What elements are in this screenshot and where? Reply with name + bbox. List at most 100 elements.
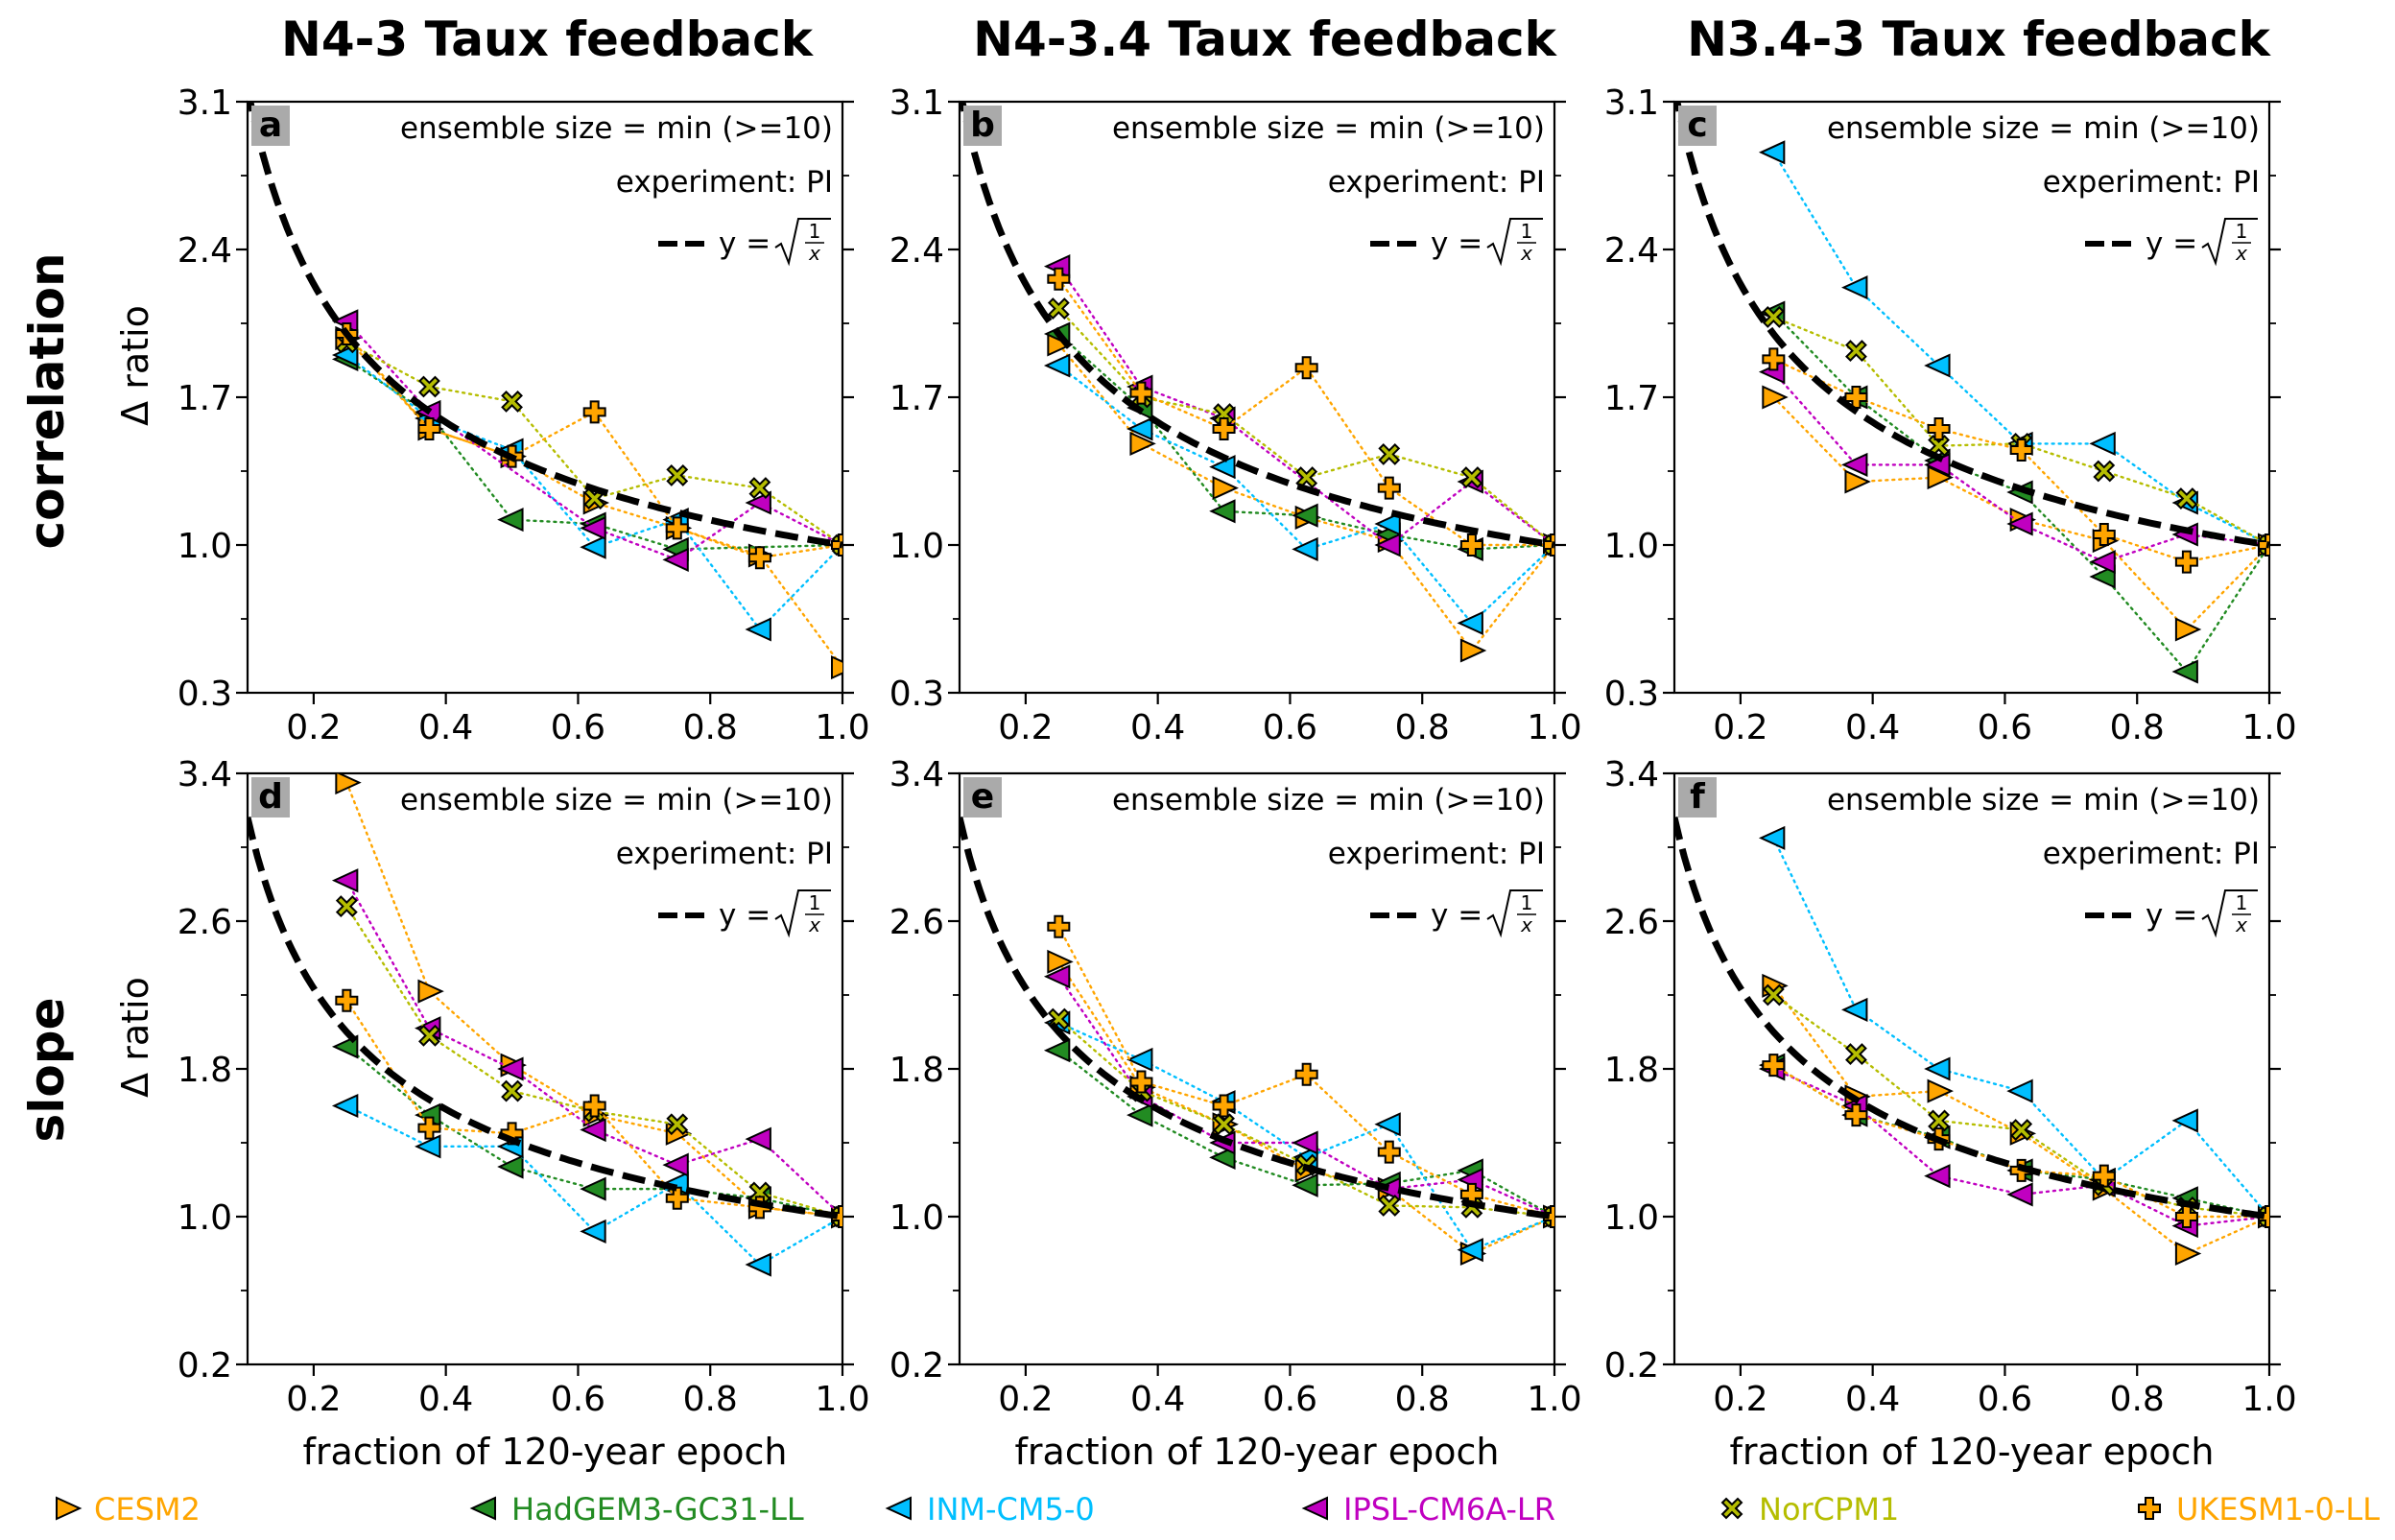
legend-item-inm-cm5-0: INM-CM5-0	[885, 1491, 1095, 1528]
data-point	[1378, 442, 1401, 465]
legend-item-ukesm1-0-ll: UKESM1-0-LL	[2138, 1491, 2380, 1528]
data-point	[415, 1134, 441, 1159]
y-tick-label: 1.7	[889, 379, 944, 418]
data-point	[1292, 1130, 1318, 1155]
y-tick-label: 3.1	[178, 83, 232, 123]
legend-marker-icon	[2138, 1497, 2161, 1520]
y-tick-label: 1.0	[1604, 527, 1659, 566]
data-point	[1758, 140, 1786, 165]
y-tick-label: 1.0	[1604, 1198, 1659, 1238]
data-point	[1292, 503, 1318, 528]
legend-label: HadGEM3-GC31-LL	[511, 1491, 804, 1528]
data-point	[418, 375, 440, 398]
data-point	[2171, 659, 2198, 684]
data-point	[1294, 356, 1318, 380]
annotation-ensemble: ensemble size = min (>=10)	[1112, 783, 1545, 817]
reference-legend-text: y =	[2146, 898, 2197, 933]
data-point	[2175, 487, 2198, 510]
x-tick-label: 0.8	[2110, 1380, 2165, 1419]
fraction-numerator: 1	[1521, 220, 1533, 243]
data-point	[1762, 1054, 1786, 1078]
data-point	[1374, 1112, 1401, 1137]
data-point	[417, 979, 444, 1004]
data-point	[1374, 533, 1401, 557]
plot-area	[960, 102, 1554, 663]
reference-curve	[1674, 102, 2269, 549]
reference-legend: y = 1x	[658, 218, 831, 267]
y-tick-label: 1.7	[178, 379, 232, 418]
data-point	[665, 1186, 689, 1210]
x-tick-label: 0.4	[1845, 1380, 1900, 1419]
data-point	[580, 1176, 606, 1201]
y-tick-label: 2.4	[1604, 231, 1659, 271]
column-title-1: N4-3 Taux feedback	[281, 12, 815, 67]
x-tick-label: 0.6	[1263, 708, 1317, 747]
data-point	[2089, 564, 2116, 589]
data-point	[331, 1093, 359, 1119]
x-tick-label: 0.4	[1130, 708, 1185, 747]
data-point	[1212, 1094, 1236, 1118]
x-tick-label: 0.8	[683, 1380, 738, 1419]
data-point	[1377, 1140, 1401, 1164]
data-point	[666, 1113, 689, 1136]
data-point	[745, 1126, 771, 1151]
legend-item-norcpm1: NorCPM1	[1720, 1491, 1899, 1528]
x-tick-label: 0.8	[2110, 708, 2165, 747]
data-point	[418, 1024, 440, 1047]
data-point	[1460, 466, 1483, 489]
fraction-denominator: x	[808, 242, 820, 265]
data-point	[2171, 1108, 2198, 1133]
x-tick-label: 0.2	[1713, 708, 1767, 747]
legend-label: CESM2	[94, 1491, 201, 1528]
legend-label: UKESM1-0-LL	[2176, 1491, 2380, 1528]
reference-legend: y = 1x	[2085, 218, 2258, 267]
x-tick-label: 1.0	[2241, 1380, 2296, 1419]
data-point	[1126, 1102, 1153, 1127]
data-point	[2010, 1119, 2033, 1141]
data-point	[1209, 455, 1236, 480]
legend-item-ipsl-cm6a-lr: IPSL-CM6A-LR	[1301, 1491, 1555, 1528]
fraction-numerator: 1	[2236, 220, 2248, 243]
data-point	[1762, 385, 1789, 410]
data-point	[1762, 983, 1785, 1007]
data-point	[582, 1094, 606, 1118]
data-point	[582, 400, 606, 424]
panel-label-box	[963, 106, 1002, 146]
data-point	[1928, 1109, 1950, 1132]
data-point	[1844, 386, 1868, 409]
data-point	[1043, 964, 1071, 989]
data-point	[747, 546, 771, 570]
data-point	[1845, 1043, 1867, 1066]
sqrt-symbol	[1486, 218, 1543, 267]
legend-label: INM-CM5-0	[927, 1491, 1095, 1528]
legend-item-hadgem3-gc31-ll: HadGEM3-GC31-LL	[469, 1491, 804, 1528]
legend-marker-icon	[56, 1496, 83, 1521]
data-point	[2174, 550, 2198, 574]
data-point	[2006, 511, 2033, 536]
data-point	[1047, 297, 1070, 320]
data-point	[2258, 533, 2269, 557]
panel-d: 0.2 1.0 1.8 2.6 3.4 0.2 0.4 0.6 0.8 1.0 d ensemble …	[114, 755, 870, 1473]
reference-legend-text: y =	[719, 226, 771, 261]
panel-label-box	[1678, 106, 1717, 146]
x-tick-label: 0.8	[1395, 1380, 1450, 1419]
data-point	[666, 463, 689, 486]
x-tick-label: 0.6	[1978, 708, 2032, 747]
data-point	[1377, 476, 1401, 500]
data-point	[1129, 1070, 1153, 1094]
reference-legend-text: y =	[1431, 898, 1482, 933]
reference-curve	[248, 102, 842, 549]
legend-marker-icon	[469, 1496, 496, 1521]
y-tick-label: 1.0	[178, 1198, 232, 1238]
data-point	[580, 1219, 606, 1244]
legend-label: NorCPM1	[1759, 1491, 1899, 1528]
panel-label: e	[971, 777, 994, 817]
x-tick-label: 0.8	[683, 708, 738, 747]
data-point	[1927, 1078, 1954, 1103]
plot-frame	[246, 100, 844, 695]
y-tick-label: 3.1	[1604, 83, 1659, 123]
y-tick-label: 2.4	[889, 231, 944, 271]
reference-legend: y = 1x	[2085, 889, 2258, 938]
x-tick-label: 0.6	[1978, 1380, 2032, 1419]
